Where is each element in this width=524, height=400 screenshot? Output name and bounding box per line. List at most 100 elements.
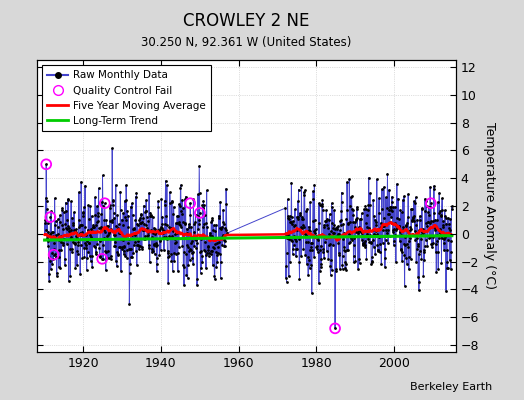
Point xyxy=(100,227,108,233)
Point xyxy=(75,189,83,195)
Point xyxy=(409,215,417,222)
Point xyxy=(356,228,365,234)
Point xyxy=(334,223,342,230)
Point xyxy=(323,234,332,240)
Point xyxy=(204,244,212,250)
Point xyxy=(398,227,407,234)
Point xyxy=(46,231,54,237)
Point xyxy=(431,216,440,223)
Point xyxy=(93,213,102,219)
Point xyxy=(75,230,84,236)
Point xyxy=(71,240,79,246)
Point xyxy=(222,201,231,207)
Point xyxy=(46,214,54,220)
Point xyxy=(434,235,443,241)
Point xyxy=(363,212,372,218)
Point xyxy=(64,225,73,231)
Point xyxy=(162,182,171,188)
Point xyxy=(355,226,363,232)
Point xyxy=(125,246,133,252)
Point xyxy=(138,246,146,252)
Point xyxy=(60,235,68,242)
Point xyxy=(217,225,225,232)
Point xyxy=(301,230,309,237)
Point xyxy=(443,247,451,253)
Point xyxy=(358,240,367,247)
Point xyxy=(365,202,374,208)
Point xyxy=(318,260,326,267)
Point xyxy=(125,270,134,276)
Point xyxy=(299,245,308,252)
Point xyxy=(442,265,451,272)
Point xyxy=(143,224,151,231)
Point xyxy=(351,257,359,264)
Point xyxy=(103,233,112,240)
Point xyxy=(83,238,91,244)
Point xyxy=(292,226,301,233)
Point xyxy=(217,224,226,230)
Point xyxy=(428,241,436,247)
Point xyxy=(311,217,319,224)
Point xyxy=(424,212,433,218)
Point xyxy=(335,252,343,258)
Point xyxy=(305,257,313,264)
Point xyxy=(132,190,140,196)
Point xyxy=(418,229,427,236)
Point xyxy=(120,244,128,250)
Point xyxy=(351,218,359,225)
Point xyxy=(298,214,307,220)
Point xyxy=(400,193,408,200)
Point xyxy=(436,233,445,240)
Point xyxy=(334,240,343,247)
Point xyxy=(374,247,382,253)
Point xyxy=(149,242,158,248)
Point xyxy=(97,198,106,205)
Point xyxy=(64,278,73,284)
Point xyxy=(78,222,86,228)
Point xyxy=(381,194,390,200)
Point xyxy=(410,212,419,219)
Point xyxy=(370,216,379,223)
Point xyxy=(370,213,378,219)
Point xyxy=(188,238,196,244)
Point xyxy=(376,220,385,226)
Point xyxy=(91,244,99,250)
Point xyxy=(64,195,72,202)
Point xyxy=(82,232,90,238)
Point xyxy=(381,254,389,261)
Point xyxy=(58,205,67,211)
Point xyxy=(388,228,397,235)
Point xyxy=(348,236,356,243)
Point xyxy=(434,249,442,255)
Point xyxy=(362,206,370,212)
Point xyxy=(342,260,350,267)
Point xyxy=(94,217,102,224)
Point xyxy=(193,276,201,282)
Point xyxy=(444,236,452,243)
Point xyxy=(96,225,105,232)
Point xyxy=(202,187,211,194)
Point xyxy=(368,254,376,260)
Point xyxy=(444,225,453,231)
Point xyxy=(440,240,448,246)
Point xyxy=(101,229,110,235)
Point xyxy=(208,217,216,224)
Point xyxy=(144,229,152,235)
Point xyxy=(286,213,294,220)
Point xyxy=(214,212,223,219)
Point xyxy=(386,204,395,210)
Point xyxy=(88,264,96,270)
Point xyxy=(424,219,432,226)
Point xyxy=(310,228,318,234)
Point xyxy=(86,203,94,209)
Point xyxy=(132,193,140,200)
Point xyxy=(329,219,337,226)
Point xyxy=(306,199,314,206)
Point xyxy=(430,183,438,189)
Point xyxy=(360,206,368,213)
Point xyxy=(219,232,227,238)
Point xyxy=(207,219,215,225)
Point xyxy=(151,243,160,249)
Point xyxy=(285,273,293,280)
Point xyxy=(303,206,311,212)
